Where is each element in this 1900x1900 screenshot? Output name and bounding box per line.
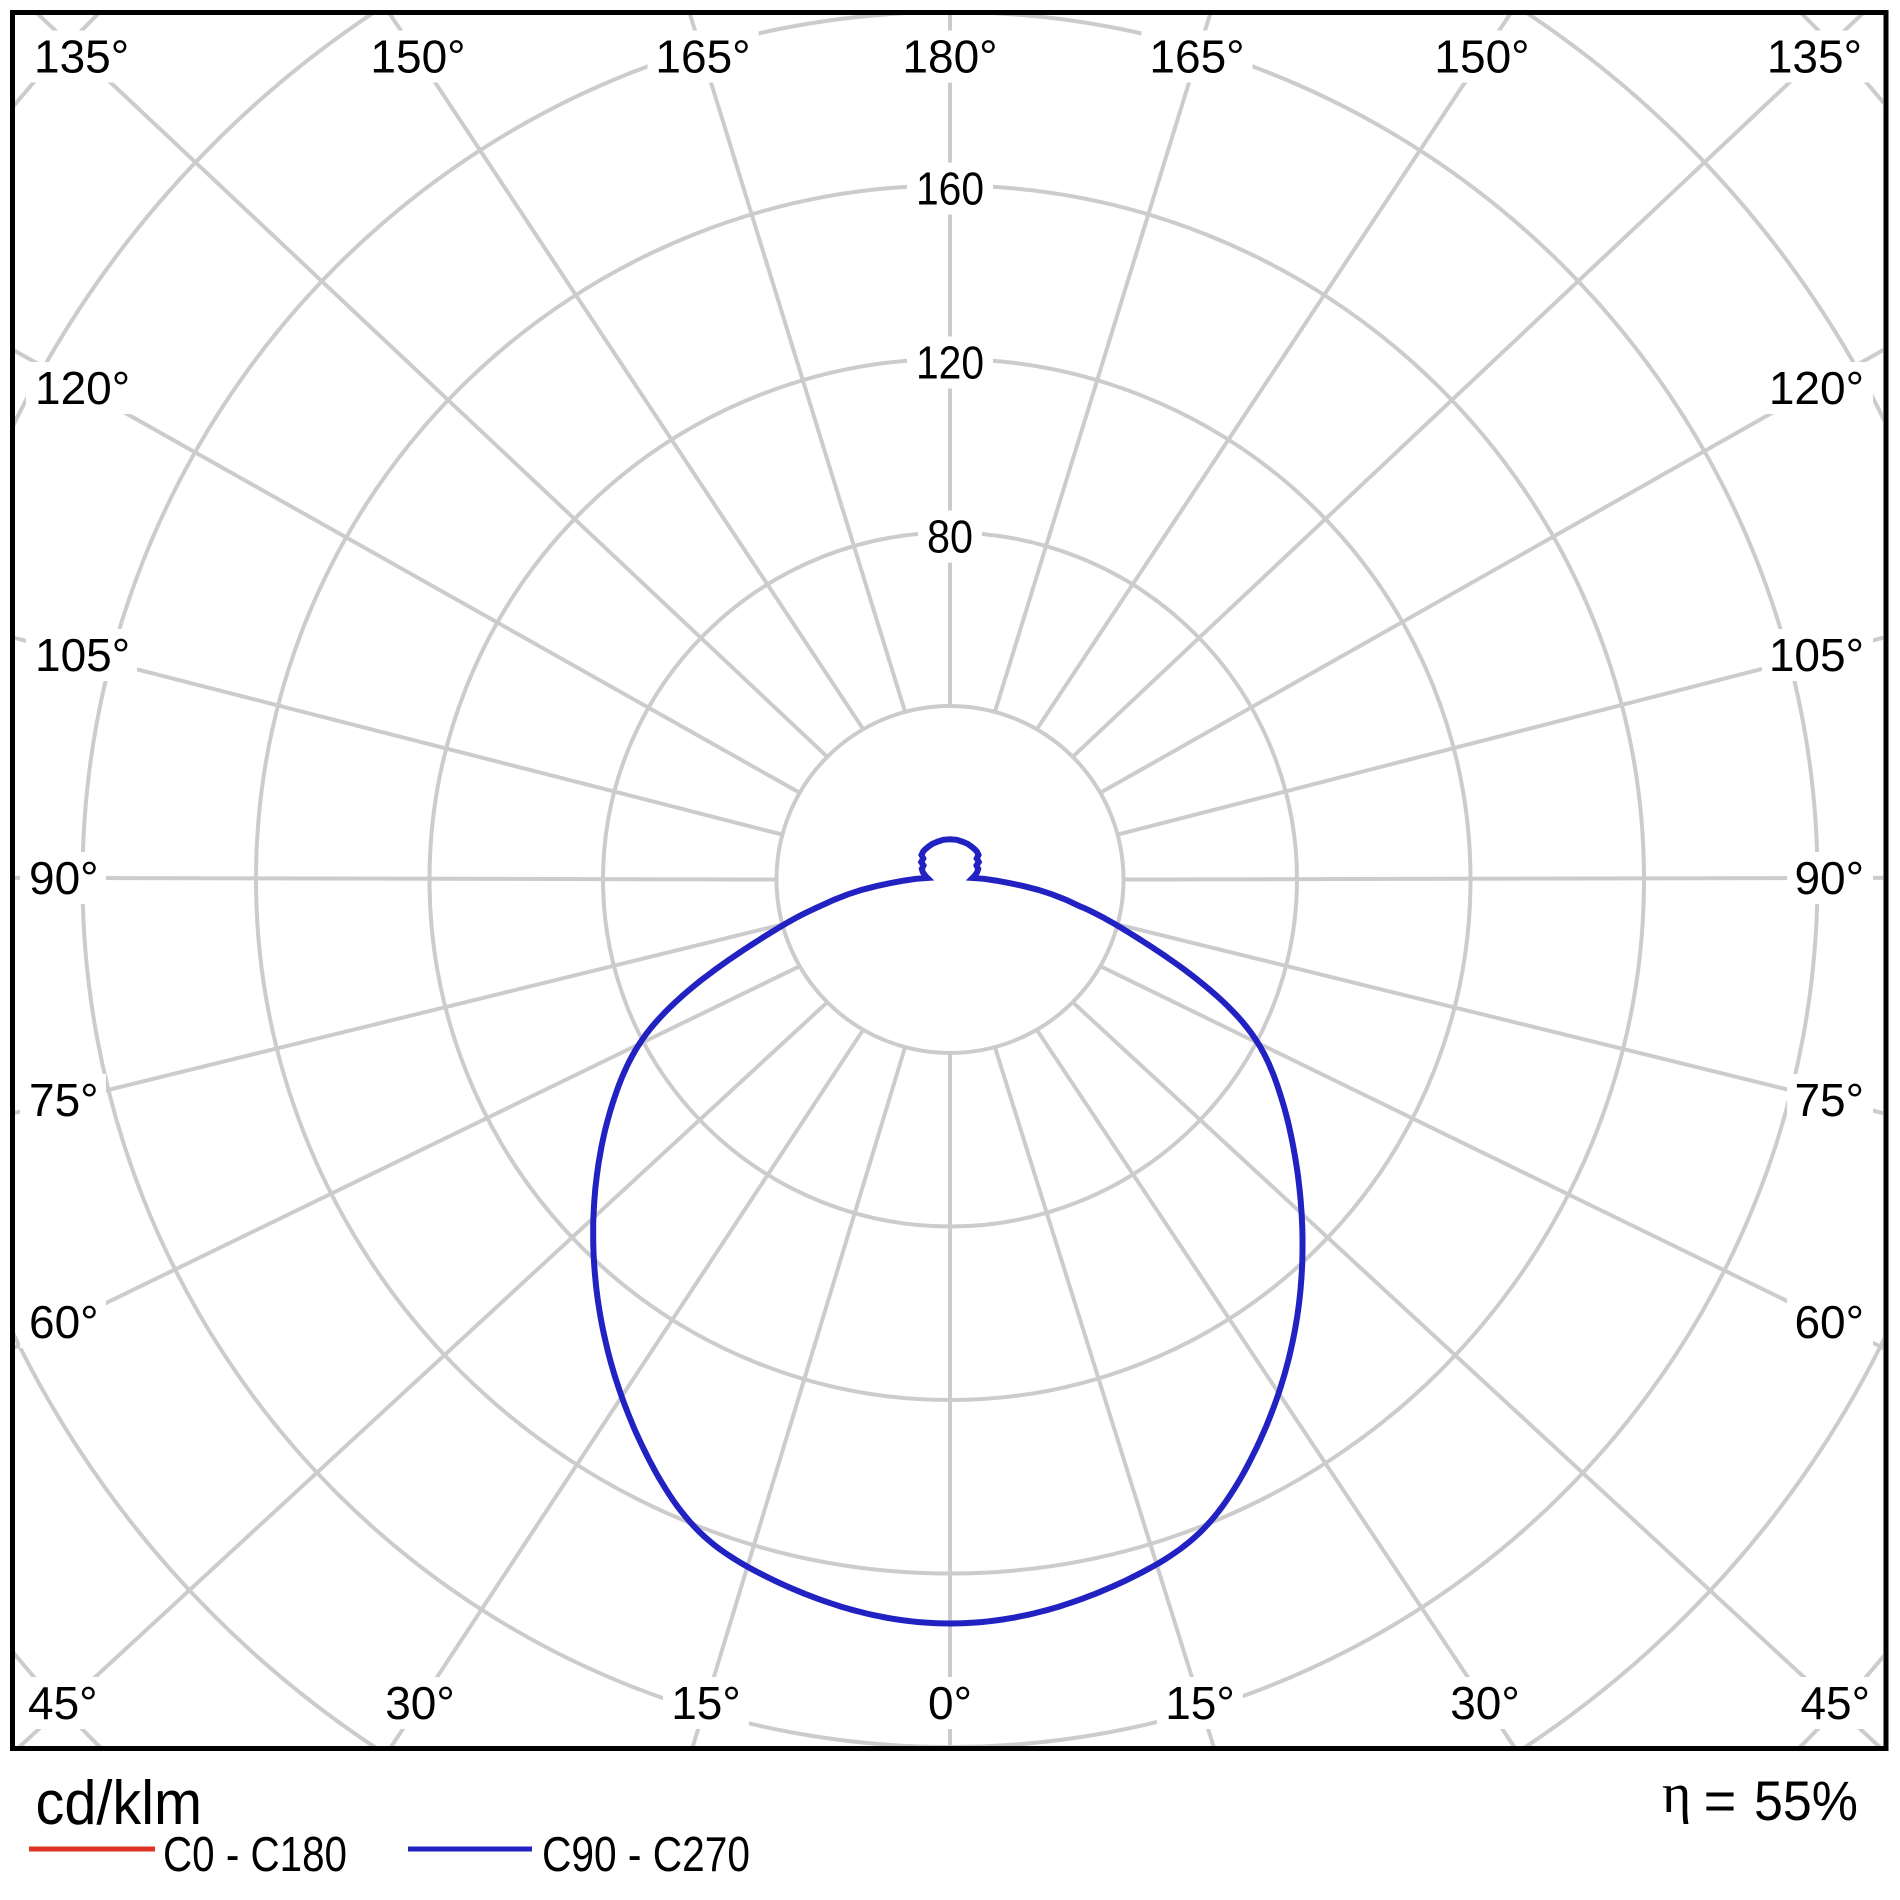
svg-text:0°: 0° [928, 1677, 972, 1729]
svg-text:30°: 30° [385, 1677, 455, 1729]
svg-text:160: 160 [916, 163, 984, 215]
svg-text:150°: 150° [370, 31, 465, 83]
svg-text:C90 - C270: C90 - C270 [542, 1828, 750, 1882]
svg-text:=: = [1704, 1769, 1737, 1832]
svg-text:55%: 55% [1754, 1769, 1858, 1832]
svg-text:105°: 105° [35, 629, 130, 681]
svg-text:45°: 45° [1800, 1677, 1870, 1729]
svg-text:90°: 90° [1794, 852, 1864, 904]
svg-text:135°: 135° [34, 31, 129, 83]
svg-text:120°: 120° [1769, 362, 1864, 414]
svg-text:135°: 135° [1767, 31, 1862, 83]
svg-text:15°: 15° [671, 1677, 741, 1729]
svg-text:75°: 75° [1794, 1074, 1864, 1126]
svg-text:C0 - C180: C0 - C180 [163, 1828, 347, 1882]
svg-text:80: 80 [927, 511, 973, 563]
svg-text:60°: 60° [29, 1296, 99, 1348]
svg-text:105°: 105° [1769, 629, 1864, 681]
svg-text:120°: 120° [35, 362, 130, 414]
svg-text:45°: 45° [28, 1677, 98, 1729]
svg-text:75°: 75° [29, 1074, 99, 1126]
svg-text:cd/klm: cd/klm [36, 1768, 203, 1837]
svg-text:90°: 90° [29, 852, 99, 904]
svg-text:165°: 165° [1149, 31, 1244, 83]
svg-text:180°: 180° [902, 31, 997, 83]
svg-text:30°: 30° [1450, 1677, 1520, 1729]
svg-text:150°: 150° [1434, 31, 1529, 83]
svg-text:120: 120 [916, 337, 984, 389]
svg-text:15°: 15° [1165, 1677, 1235, 1729]
svg-text:165°: 165° [655, 31, 750, 83]
svg-text:η: η [1662, 1763, 1691, 1825]
svg-text:60°: 60° [1794, 1296, 1864, 1348]
